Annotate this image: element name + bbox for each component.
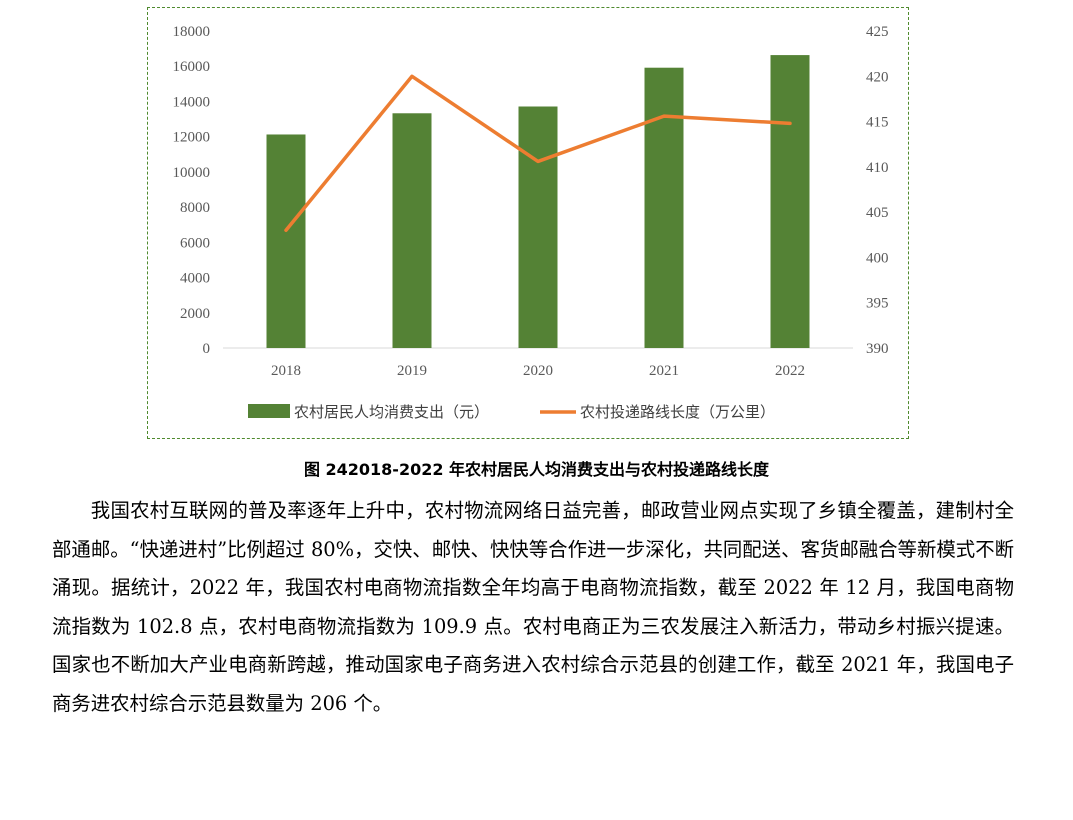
left-axis-tick-label: 2000 xyxy=(180,306,210,322)
legend-label-bars: 农村居民人均消费支出（元） xyxy=(294,403,489,421)
left-axis-tick-label: 0 xyxy=(203,341,211,357)
legend-swatch-bars xyxy=(248,404,290,418)
right-axis-tick-label: 415 xyxy=(866,115,889,131)
bar-consumption-2019 xyxy=(392,113,432,348)
right-axis-tick-label: 395 xyxy=(866,296,889,312)
right-axis-tick-label: 405 xyxy=(866,205,889,221)
bar-consumption-2020 xyxy=(518,106,558,348)
left-axis-tick-label: 14000 xyxy=(173,94,211,110)
left-axis-tick-label: 10000 xyxy=(173,165,211,181)
bar-consumption-2022 xyxy=(770,55,810,348)
left-axis-tick-label: 8000 xyxy=(180,200,210,216)
right-axis-tick-label: 425 xyxy=(866,24,889,40)
x-axis-tick-label: 2019 xyxy=(397,363,427,379)
x-axis-tick-label: 2018 xyxy=(271,363,301,379)
left-axis-tick-label: 12000 xyxy=(173,130,211,146)
right-axis-tick-label: 400 xyxy=(866,250,889,266)
figure-caption: 图 242018-2022 年农村居民人均消费支出与农村投递路线长度 xyxy=(303,460,770,479)
left-axis-tick-label: 4000 xyxy=(180,271,210,287)
left-axis-tick-label: 18000 xyxy=(173,24,211,40)
x-axis-tick-label: 2020 xyxy=(523,363,553,379)
right-axis-tick-label: 390 xyxy=(866,341,889,357)
right-axis-tick-label: 410 xyxy=(866,160,889,176)
right-axis-tick-label: 420 xyxy=(866,69,889,85)
x-axis-tick-label: 2022 xyxy=(775,363,805,379)
combo-chart: 0 2000 4000 6000 8000 10000 12000 14000 16000 180… xyxy=(173,24,889,421)
x-axis-tick-label: 2021 xyxy=(649,363,679,379)
chart-frame: 0 2000 4000 6000 8000 10000 12000 14000 16000 180… xyxy=(147,7,909,439)
body-paragraph: 我国农村互联网的普及率逐年上升中，农村物流网络日益完善，邮政营业网点实现了乡镇全… xyxy=(52,499,1014,715)
bar-consumption-2021 xyxy=(644,67,684,349)
legend-label-line: 农村投递路线长度（万公里） xyxy=(580,403,775,421)
bar-consumption-2018 xyxy=(266,134,306,348)
left-axis-tick-label: 6000 xyxy=(180,235,210,251)
left-axis-tick-label: 16000 xyxy=(173,59,211,75)
